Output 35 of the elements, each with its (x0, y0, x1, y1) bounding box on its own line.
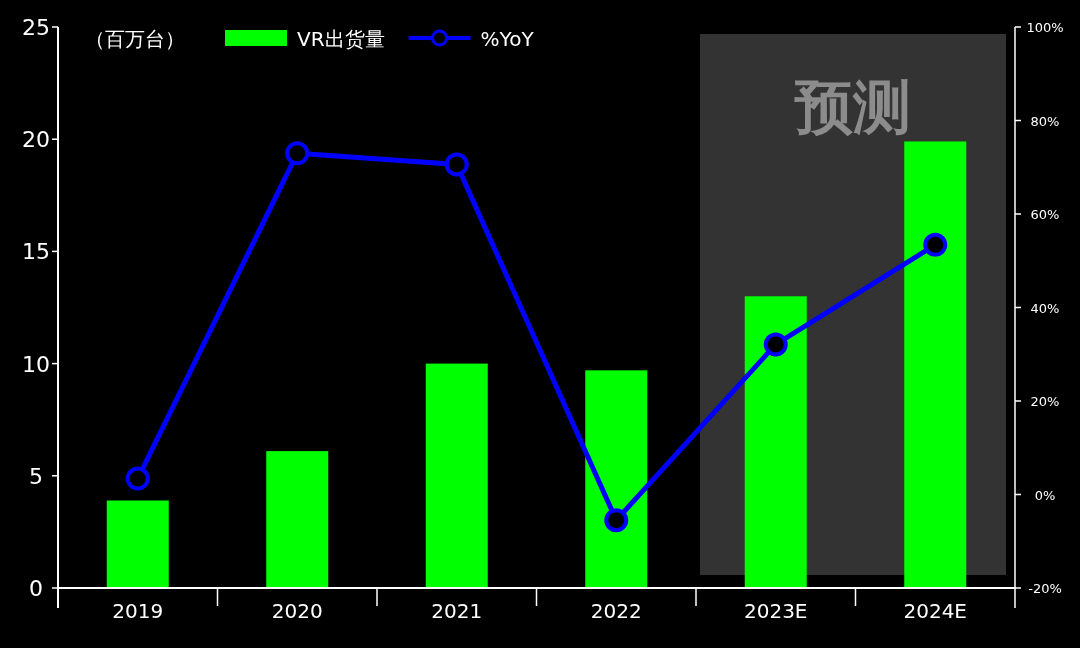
x-tick-label: 2020 (271, 599, 323, 623)
point (444, 152, 469, 177)
bar (585, 370, 648, 588)
band-label: 预测 (794, 73, 911, 141)
point (763, 332, 788, 357)
x-tick-label: 2021 (431, 599, 483, 623)
y-tick-label: 0 (29, 576, 43, 601)
y-tick-label: 25 (22, 15, 50, 40)
x-tick-label: 2019 (112, 599, 164, 623)
point (923, 232, 948, 257)
y-tick-label: 5 (29, 463, 43, 489)
bar (106, 500, 169, 588)
y-tick-label: 20 (22, 127, 50, 153)
y2-tick-label: 100% (1026, 20, 1064, 35)
y-tick-label: 15 (22, 239, 50, 265)
legend-label: VR出货量 (297, 27, 385, 51)
legend-label: %YoY (480, 27, 535, 51)
y2-tick-label: 0% (1034, 487, 1056, 503)
y2-tick-label: 60% (1030, 207, 1060, 222)
y2-tick-label: -20% (1028, 581, 1062, 596)
point (125, 466, 150, 491)
x-tick-label: 2022 (590, 599, 642, 623)
point (604, 508, 629, 533)
y-tick-label: 10 (22, 351, 50, 377)
x-tick-label: 2023E (743, 599, 808, 623)
bar (904, 141, 967, 588)
y2-tick-label: 20% (1030, 394, 1060, 409)
y-axis-title: （百万台） (85, 27, 185, 51)
y2-tick-label: 80% (1030, 113, 1060, 129)
point (285, 141, 310, 166)
bar (744, 296, 807, 588)
bar (266, 451, 329, 588)
x-tick-label: 2024E (903, 599, 968, 623)
y2-tick-label: 40% (1030, 300, 1060, 316)
bar (425, 363, 488, 588)
